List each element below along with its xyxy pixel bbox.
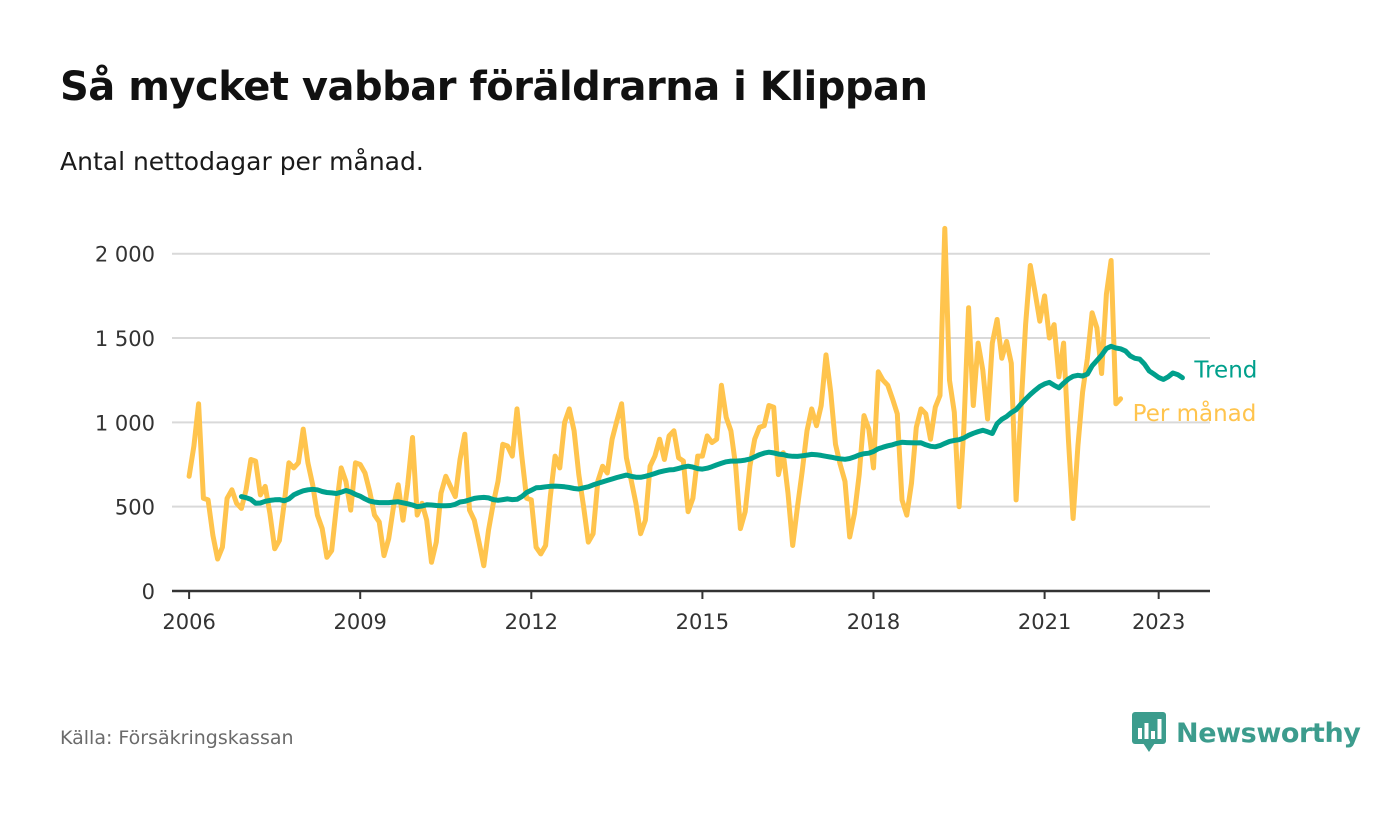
bar-chart-icon <box>1132 712 1166 752</box>
x-tick-label: 2009 <box>333 610 386 634</box>
y-tick-label: 1 500 <box>95 327 155 351</box>
series-label-trend: Trend <box>1193 358 1257 384</box>
chart-subtitle: Antal nettodagar per månad. <box>60 147 424 176</box>
series-lines <box>186 225 1185 569</box>
y-tick-label: 2 000 <box>95 243 155 267</box>
series-line-trend <box>238 343 1185 510</box>
x-tick-label: 2015 <box>676 610 729 634</box>
y-tick-label: 0 <box>142 580 155 604</box>
x-tick-label: 2006 <box>162 610 215 634</box>
series-end-labels: Per månad Trend <box>1133 358 1258 427</box>
x-tick-label: 2018 <box>847 610 900 634</box>
axes: 0 500 1 000 1 500 2 000 2006 2009 2012 2015 2018 2… <box>95 243 1210 634</box>
x-tick-label: 2023 <box>1132 610 1185 634</box>
newsworthy-logo: Newsworthy <box>1132 712 1361 754</box>
source-note: Källa: Försäkringskassan <box>60 727 294 749</box>
page-title: Så mycket vabbar föräldrarna i Klippan <box>60 64 928 110</box>
series-label-per-m-nad: Per månad <box>1133 399 1257 427</box>
x-tick-label: 2012 <box>505 610 558 634</box>
series-line-per-m-nad <box>186 225 1124 569</box>
logo-text: Newsworthy <box>1176 717 1361 749</box>
y-tick-label: 500 <box>115 496 155 520</box>
x-tick-label: 2021 <box>1018 610 1071 634</box>
y-tick-label: 1 000 <box>95 411 155 435</box>
